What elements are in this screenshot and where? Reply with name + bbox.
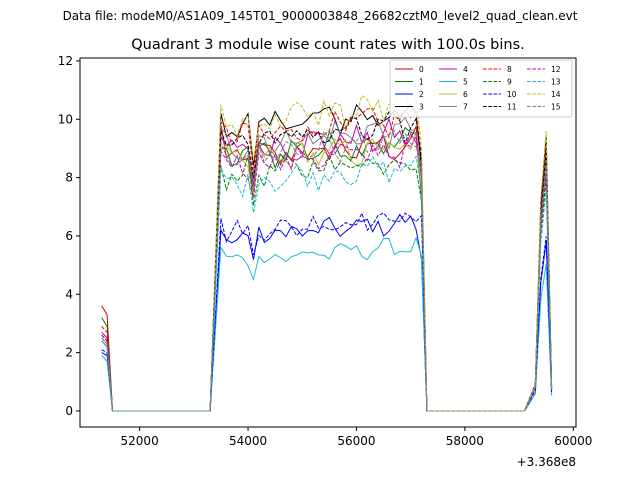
series-line-13 [101, 154, 553, 412]
legend-label-4: 4 [463, 65, 468, 74]
legend-frame [389, 59, 573, 118]
legend-label-0: 0 [419, 65, 424, 74]
series-line-2 [101, 213, 553, 412]
series-line-10 [101, 211, 553, 412]
plot-frame [79, 57, 577, 428]
x-tick-label: 52000 [121, 434, 159, 448]
series-line-14 [101, 92, 553, 412]
legend-label-7: 7 [463, 103, 468, 112]
x-tick-label: 60000 [554, 434, 592, 448]
x-tick-label: 54000 [229, 434, 267, 448]
legend-label-15: 15 [551, 103, 561, 112]
y-tick-label: 10 [58, 112, 73, 126]
y-tick-label: 8 [65, 171, 73, 185]
legend-label-6: 6 [463, 90, 468, 99]
x-tick-label: 58000 [446, 434, 484, 448]
series-line-4 [101, 117, 553, 412]
legend-label-2: 2 [419, 90, 424, 99]
series-line-5 [101, 236, 553, 412]
y-tick-label: 4 [65, 287, 73, 301]
legend-label-3: 3 [419, 103, 424, 112]
legend-label-10: 10 [507, 90, 517, 99]
y-axis: 0 2 4 6 8 10 12 [58, 54, 80, 418]
legend-label-5: 5 [463, 78, 468, 87]
series-line-6 [101, 132, 553, 412]
series-line-1 [101, 126, 553, 412]
chart-suptitle: Data file: modeM0/AS1A09_145T01_90000038… [63, 9, 578, 23]
series-line-11 [101, 111, 553, 412]
series-line-15 [101, 129, 553, 412]
x-axis: 52000 54000 56000 58000 60000 [121, 427, 592, 448]
series-layer [101, 92, 553, 412]
chart-title: Quadrant 3 module wise count rates with … [131, 37, 525, 53]
x-offset-label: +3.368e8 [517, 455, 576, 469]
legend-label-9: 9 [507, 78, 512, 87]
legend-label-13: 13 [551, 78, 561, 87]
y-tick-label: 6 [65, 229, 73, 243]
x-tick-label: 56000 [337, 434, 375, 448]
legend-label-8: 8 [507, 65, 512, 74]
y-tick-label: 0 [65, 404, 73, 418]
legend-label-1: 1 [419, 78, 424, 87]
legend-label-12: 12 [551, 65, 561, 74]
legend-label-11: 11 [507, 103, 517, 112]
series-line-9 [101, 151, 553, 412]
series-line-8 [101, 107, 553, 412]
y-tick-label: 12 [58, 54, 73, 68]
y-tick-label: 2 [65, 346, 73, 360]
legend-label-14: 14 [551, 90, 561, 99]
series-line-12 [101, 134, 553, 412]
